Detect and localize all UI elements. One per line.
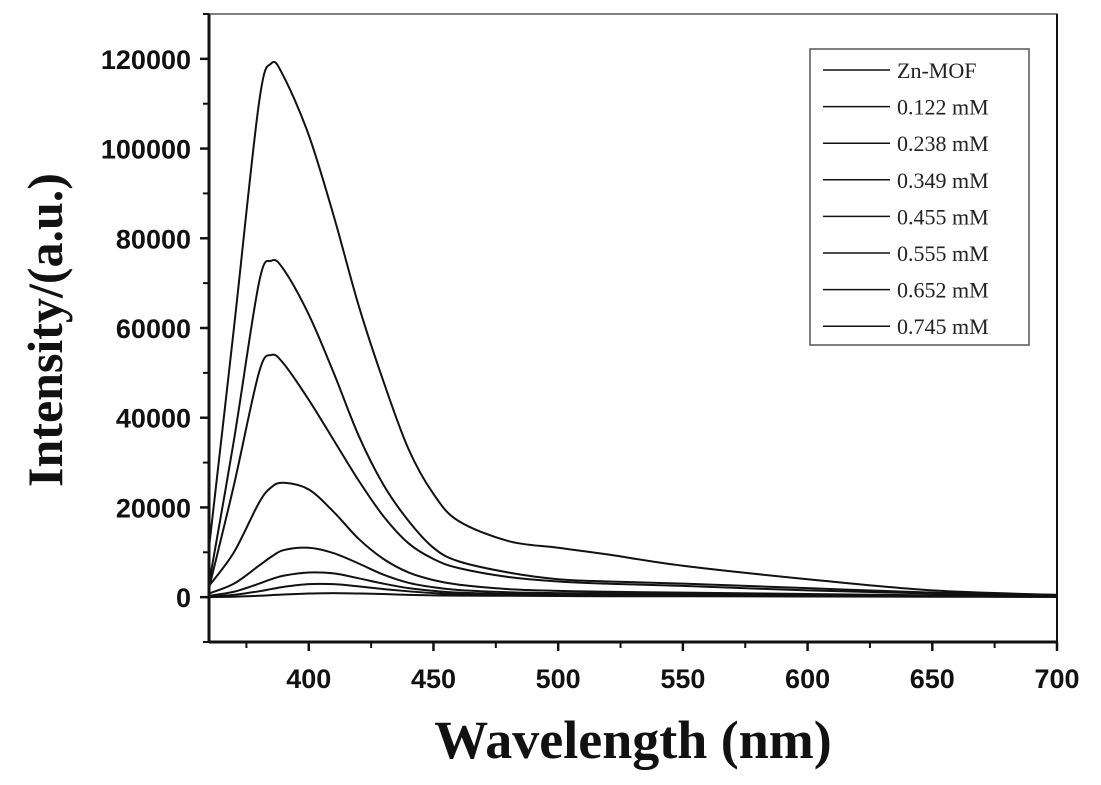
series-line-4 [208, 546, 1058, 598]
legend-box [809, 48, 1030, 346]
legend: Zn-MOF 0.122 mM 0.238 mM 0.349 mM 0.455 mM 0.… [809, 48, 1030, 346]
series-line-0 [208, 60, 1058, 596]
x-axis-title: Wavelength (nm) [434, 710, 832, 770]
x-tick-label: 700 [1034, 664, 1079, 694]
y-tick-label: 60000 [116, 314, 191, 344]
series-line-7 [208, 592, 1058, 599]
ticks-layer: 0 20000 40000 60000 80000 100000 120000 400 450 5… [101, 13, 1080, 694]
legend-label-5: 0.555 mM [897, 241, 989, 266]
x-tick-label: 550 [660, 664, 705, 694]
y-tick-label: 40000 [116, 404, 191, 434]
x-tick-label: 600 [785, 664, 830, 694]
x-tick-label: 500 [536, 664, 581, 694]
y-tick-label: 20000 [116, 493, 191, 523]
legend-label-7: 0.745 mM [897, 314, 989, 339]
series-layer [208, 60, 1058, 599]
legend-items: Zn-MOF 0.122 mM 0.238 mM 0.349 mM 0.455 mM 0.… [823, 58, 989, 339]
legend-label-3: 0.349 mM [897, 168, 989, 193]
x-tick-label: 450 [411, 664, 456, 694]
legend-label-1: 0.122 mM [897, 95, 989, 120]
y-tick-label: 120000 [101, 45, 191, 75]
legend-label-4: 0.455 mM [897, 204, 989, 229]
series-line-1 [208, 258, 1058, 596]
legend-label-2: 0.238 mM [897, 131, 989, 156]
x-tick-label: 650 [910, 664, 955, 694]
y-tick-label: 100000 [101, 135, 191, 165]
legend-label-0: Zn-MOF [897, 58, 976, 83]
series-line-3 [208, 481, 1058, 598]
legend-label-6: 0.652 mM [897, 278, 989, 303]
y-axis-title: Intensity/(a.u.) [17, 173, 73, 487]
x-tick-label: 400 [286, 664, 331, 694]
y-tick-label: 80000 [116, 224, 191, 254]
series-line-2 [208, 353, 1058, 597]
y-tick-label: 0 [176, 583, 191, 613]
